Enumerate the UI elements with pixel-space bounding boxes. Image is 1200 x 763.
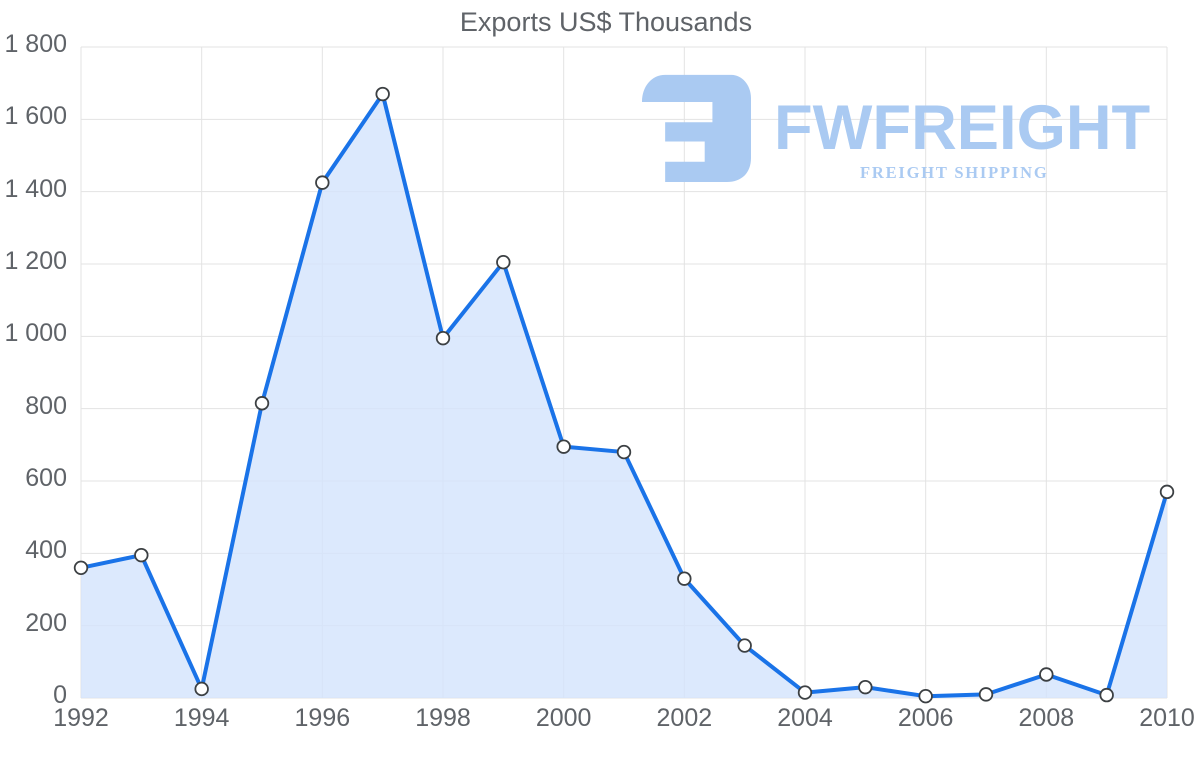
svg-text:FREIGHT SHIPPING: FREIGHT SHIPPING [860,163,1048,182]
svg-text:FWFREIGHT: FWFREIGHT [774,93,1150,163]
